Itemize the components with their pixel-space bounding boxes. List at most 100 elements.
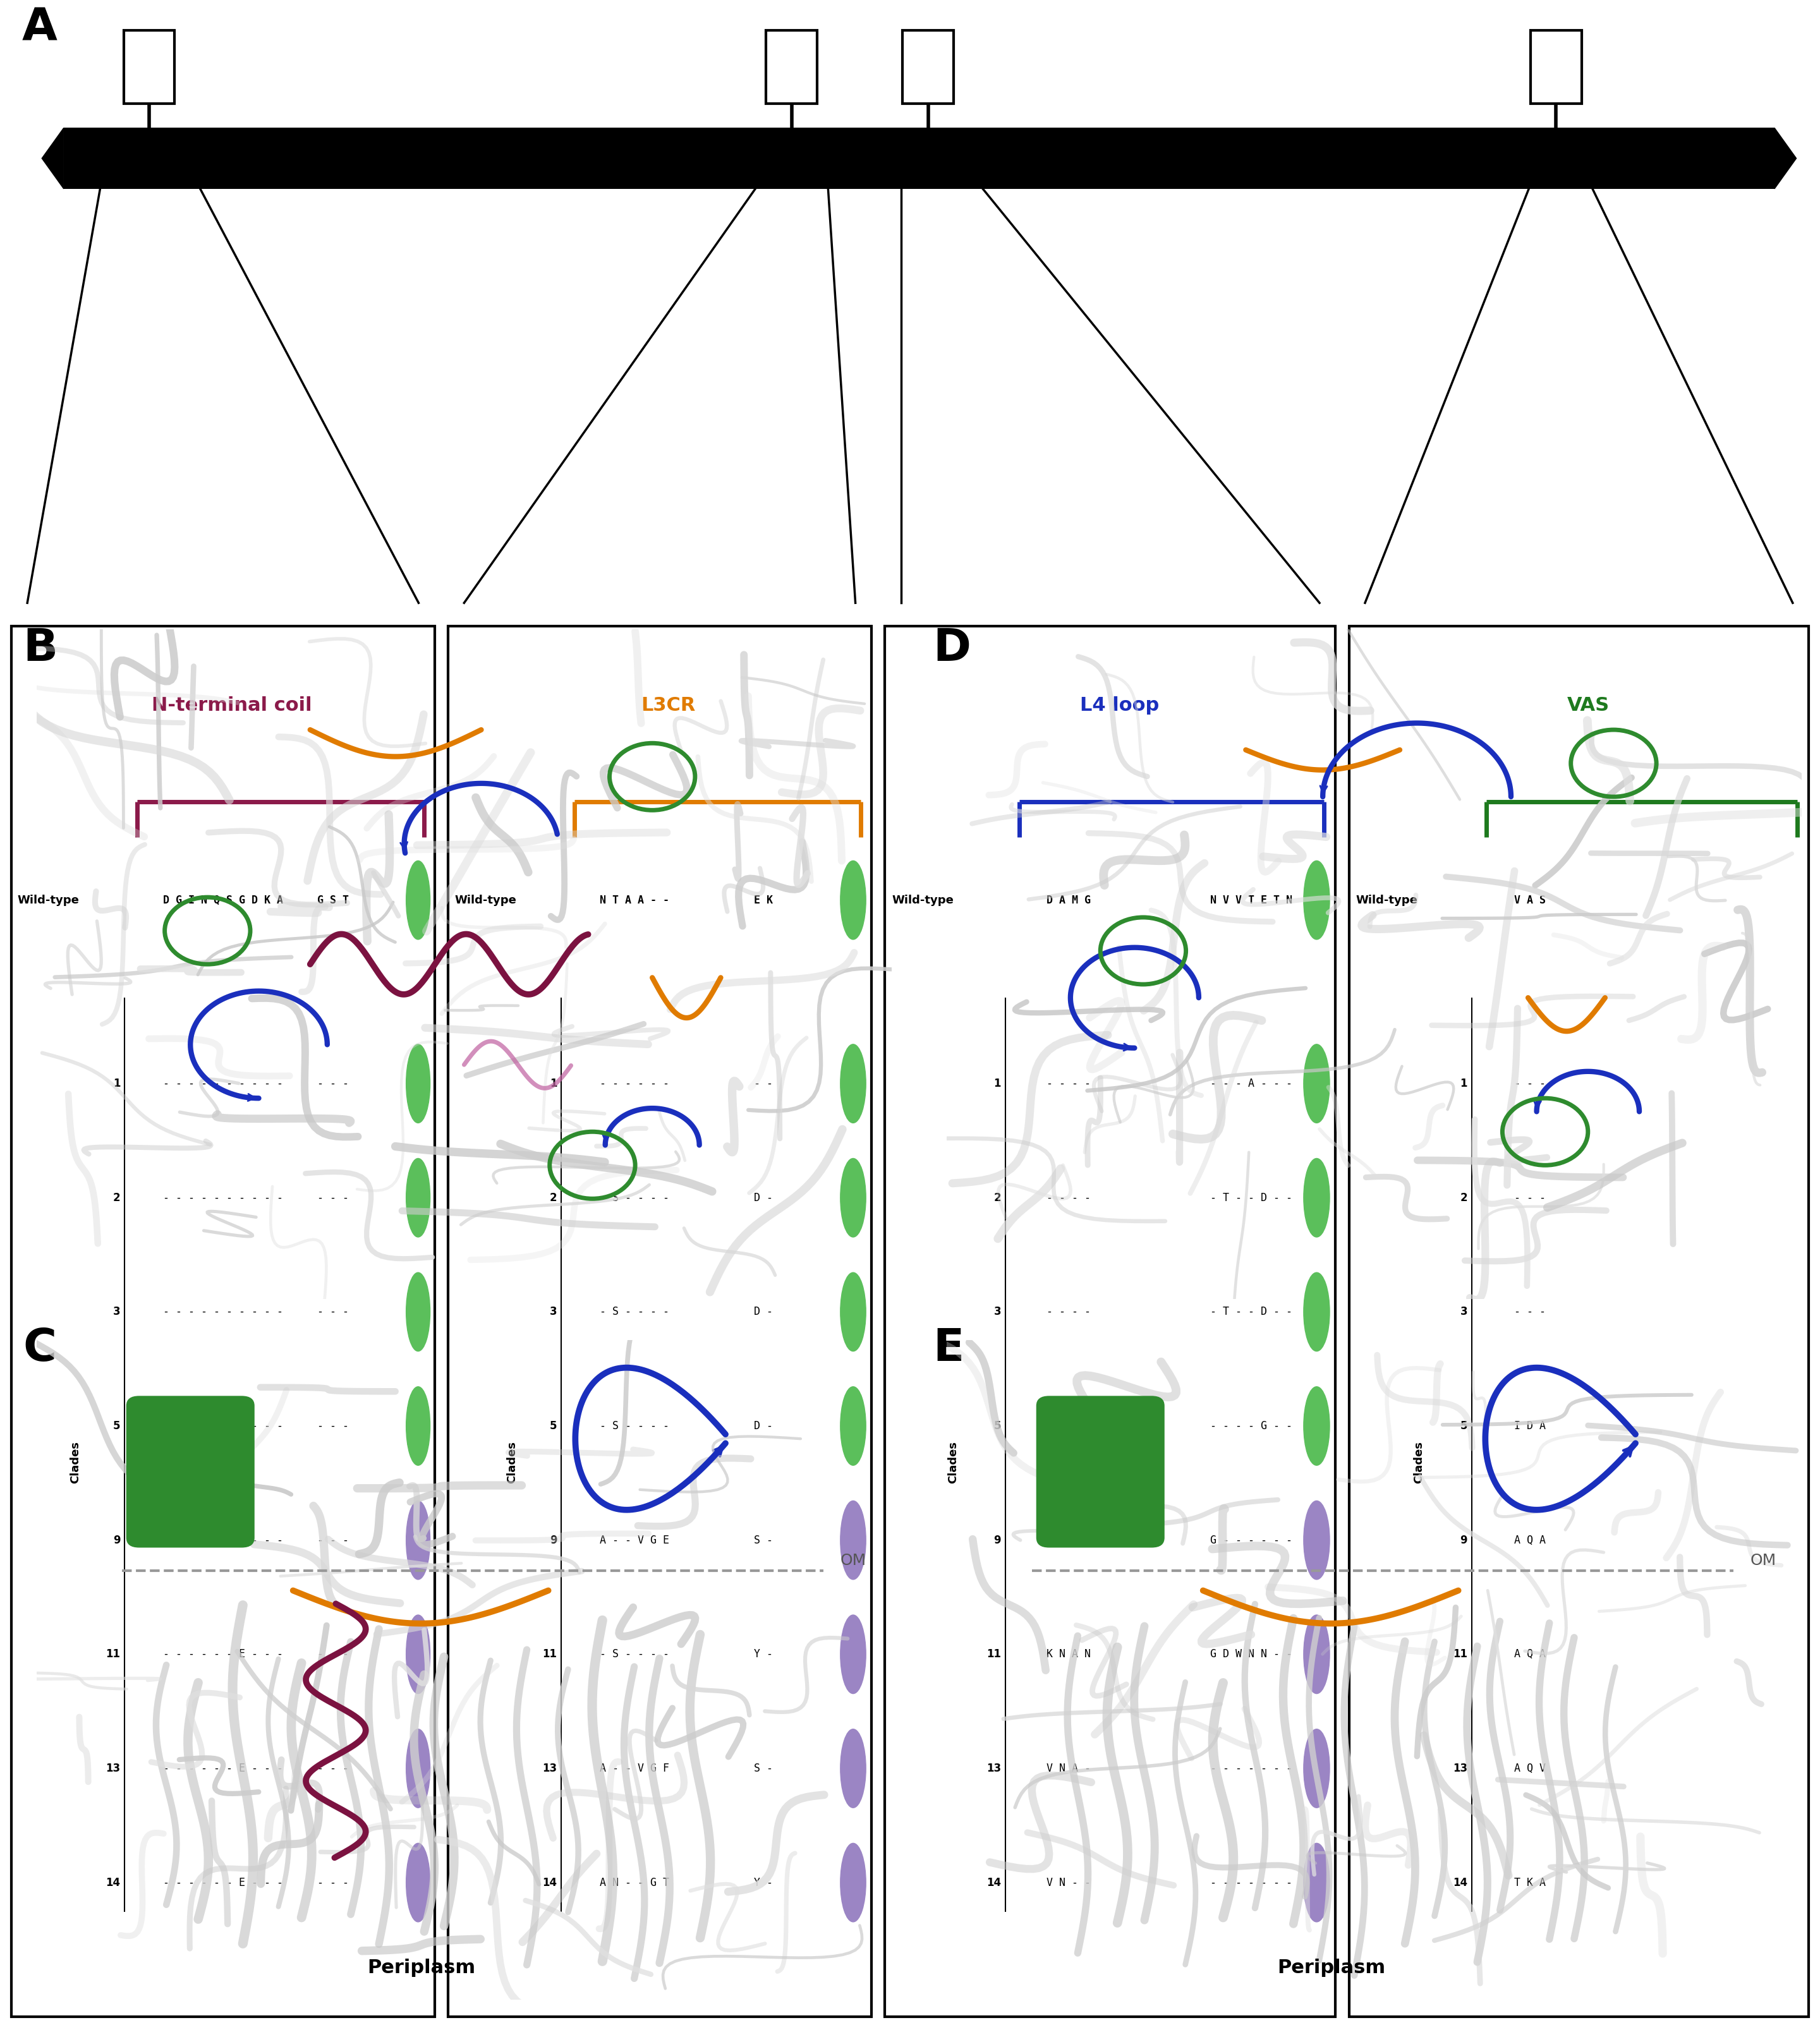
- Text: 14: 14: [542, 1878, 557, 1888]
- Text: B: B: [22, 627, 58, 670]
- Text: - - -: - - -: [1514, 1078, 1545, 1090]
- Text: E K: E K: [753, 895, 774, 905]
- Text: 14: 14: [1452, 1878, 1467, 1888]
- Text: OM: OM: [841, 1553, 866, 1569]
- Circle shape: [841, 1043, 866, 1123]
- Text: 5: 5: [550, 1421, 557, 1431]
- Text: S -: S -: [753, 1762, 774, 1774]
- Polygon shape: [42, 128, 64, 189]
- Text: A N - - G T: A N - - G T: [601, 1878, 670, 1888]
- Text: K N A N: K N A N: [1046, 1648, 1090, 1661]
- Circle shape: [1303, 1843, 1330, 1922]
- Text: 5: 5: [1460, 1421, 1467, 1431]
- Text: - - -: - - -: [1514, 1305, 1545, 1317]
- Text: 13: 13: [986, 1762, 1001, 1774]
- Text: T K A: T K A: [1514, 1878, 1545, 1888]
- Circle shape: [1303, 861, 1330, 940]
- Text: 2: 2: [113, 1192, 120, 1204]
- Text: 11: 11: [1452, 1648, 1467, 1661]
- Text: - - - - - - -: - - - - - - -: [1210, 1878, 1292, 1888]
- Text: G - - - - - -: G - - - - - -: [1210, 1535, 1292, 1545]
- Text: - - - - - - E - - -: - - - - - - E - - -: [164, 1535, 284, 1545]
- Circle shape: [1303, 1500, 1330, 1579]
- Text: - - - - - - E - - -: - - - - - - E - - -: [164, 1648, 284, 1661]
- Text: OM: OM: [1751, 1553, 1776, 1569]
- Circle shape: [841, 1386, 866, 1466]
- Text: S -: S -: [753, 1535, 774, 1545]
- Text: D A M G: D A M G: [1046, 895, 1090, 905]
- Text: Clades: Clades: [1412, 1441, 1425, 1484]
- Text: - - - - - - E - - -: - - - - - - E - - -: [164, 1762, 284, 1774]
- Text: Clades: Clades: [948, 1441, 959, 1484]
- Text: - S - - - -: - S - - - -: [601, 1421, 670, 1431]
- Text: 11: 11: [986, 1648, 1001, 1661]
- Circle shape: [1303, 1273, 1330, 1352]
- Circle shape: [406, 1500, 430, 1579]
- Text: L3CR: L3CR: [641, 696, 695, 715]
- Text: A - - V G E: A - - V G E: [601, 1535, 670, 1545]
- Text: - - - - - - - - - -: - - - - - - - - - -: [164, 1421, 284, 1431]
- Text: - - - - - - - - - -: - - - - - - - - - -: [164, 1078, 284, 1090]
- Text: - - -: - - -: [1514, 1192, 1545, 1204]
- Text: I D A: I D A: [1514, 1421, 1545, 1431]
- Text: - - - A - - -: - - - A - - -: [1210, 1078, 1292, 1090]
- Text: C: C: [22, 1328, 56, 1370]
- Text: V N - -: V N - -: [1046, 1878, 1090, 1888]
- Text: Clades: Clades: [506, 1441, 519, 1484]
- FancyBboxPatch shape: [126, 1397, 255, 1547]
- Circle shape: [841, 1730, 866, 1809]
- Text: G S T: G S T: [317, 895, 349, 905]
- Circle shape: [1303, 1730, 1330, 1809]
- Circle shape: [1303, 1616, 1330, 1693]
- Circle shape: [841, 1616, 866, 1693]
- Text: 3: 3: [1460, 1305, 1467, 1317]
- Text: - - - - - - - - - -: - - - - - - - - - -: [164, 1305, 284, 1317]
- Text: 3: 3: [550, 1305, 557, 1317]
- Text: 14: 14: [106, 1878, 120, 1888]
- Circle shape: [841, 1843, 866, 1922]
- Text: 11: 11: [542, 1648, 557, 1661]
- Text: D: D: [934, 627, 970, 670]
- Text: D -: D -: [753, 1421, 774, 1431]
- Text: 3: 3: [994, 1305, 1001, 1317]
- Text: 1: 1: [994, 1078, 1001, 1090]
- Bar: [766, 30, 817, 104]
- Text: E: E: [934, 1328, 965, 1370]
- Text: - S - - - -: - S - - - -: [601, 1192, 670, 1204]
- Text: 13: 13: [106, 1762, 120, 1774]
- Circle shape: [406, 1159, 430, 1236]
- Text: - - - -: - - - -: [1046, 1305, 1090, 1317]
- Circle shape: [841, 1273, 866, 1352]
- Circle shape: [406, 1616, 430, 1693]
- Text: - - -: - - -: [317, 1192, 349, 1204]
- Text: - - -: - - -: [317, 1535, 349, 1545]
- Text: 11: 11: [106, 1648, 120, 1661]
- Text: 14: 14: [986, 1878, 1001, 1888]
- Text: V N A -: V N A -: [1046, 1762, 1090, 1774]
- Bar: [1531, 30, 1582, 104]
- Text: - - - - - - E - - -: - - - - - - E - - -: [164, 1878, 284, 1888]
- Text: Periplasm: Periplasm: [1278, 1959, 1385, 1977]
- Text: Periplasm: Periplasm: [368, 1959, 475, 1977]
- Text: - - -: - - -: [317, 1421, 349, 1431]
- Text: A Q A: A Q A: [1514, 1648, 1545, 1661]
- Circle shape: [406, 861, 430, 940]
- Text: 5: 5: [113, 1421, 120, 1431]
- Text: VAS: VAS: [1567, 696, 1609, 715]
- Text: - - -: - - -: [317, 1762, 349, 1774]
- Text: 2: 2: [1460, 1192, 1467, 1204]
- Text: Clades: Clades: [69, 1441, 82, 1484]
- Text: - S - - - -: - S - - - -: [601, 1648, 670, 1661]
- Text: - - - - G - -: - - - - G - -: [1210, 1421, 1292, 1431]
- Text: Wild-type: Wild-type: [455, 895, 517, 905]
- Text: A Q A: A Q A: [1514, 1535, 1545, 1545]
- Circle shape: [406, 1843, 430, 1922]
- Text: D G I N Q S G D K A: D G I N Q S G D K A: [164, 895, 284, 905]
- Text: A Q V: A Q V: [1514, 1762, 1545, 1774]
- Text: 2: 2: [550, 1192, 557, 1204]
- Text: - - - -: - - - -: [1046, 1078, 1090, 1090]
- Circle shape: [406, 1730, 430, 1809]
- Polygon shape: [1774, 128, 1796, 189]
- Circle shape: [841, 1500, 866, 1579]
- Text: 9: 9: [113, 1535, 120, 1545]
